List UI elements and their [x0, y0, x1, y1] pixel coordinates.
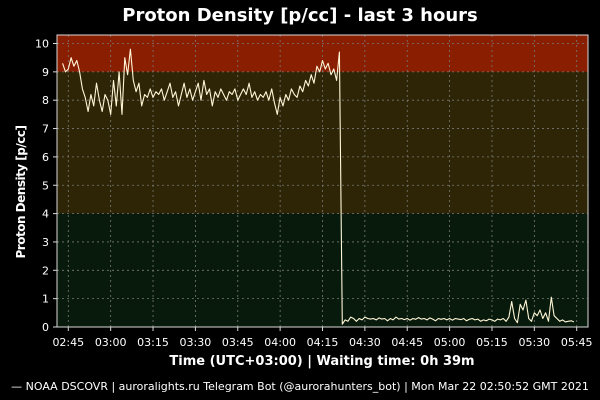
- x-tick-label-10: 05:15: [476, 336, 508, 349]
- x-tick-label-0: 02:45: [52, 336, 84, 349]
- x-tick-label-5: 04:00: [264, 336, 296, 349]
- series-line-0: [62, 48, 575, 325]
- grid-lines: [57, 35, 588, 328]
- x-tick-label-2: 03:15: [137, 336, 169, 349]
- footer-credits: — NOAA DSCOVR | auroralights.ru Telegram…: [11, 380, 589, 393]
- y-tick-label-1: 1: [42, 293, 49, 306]
- y-tick-label-0: 0: [42, 321, 49, 334]
- y-tick-label-8: 8: [42, 94, 49, 107]
- y-tick-label-6: 6: [42, 151, 49, 164]
- y-axis-label: Proton Density [p/cc]: [14, 126, 28, 259]
- x-tick-label-8: 04:45: [391, 336, 423, 349]
- y-tick-label-7: 7: [42, 123, 49, 136]
- x-axis: 02:45 03:00 03:15 03:30 03:45 04:00 04:15 04:30…: [52, 327, 593, 349]
- threshold-band-1: [57, 71, 588, 214]
- x-tick-label-7: 04:30: [349, 336, 381, 349]
- chart-title: Proton Density [p/cc] - last 3 hours: [122, 5, 477, 26]
- x-tick-label-6: 04:15: [307, 336, 339, 349]
- x-axis-label: Time (UTC+03:00) | Waiting time: 0h 39m: [169, 354, 474, 369]
- x-tick-label-11: 05:30: [518, 336, 550, 349]
- y-tick-label-2: 2: [42, 264, 49, 277]
- y-tick-label-4: 4: [42, 208, 49, 221]
- y-tick-label-10: 10: [35, 38, 49, 51]
- x-tick-label-9: 05:00: [434, 336, 466, 349]
- y-axis: 0 1 2 3 4 5 6 7 8 9 10: [35, 38, 57, 334]
- data-series: [62, 48, 575, 325]
- y-tick-label-9: 9: [42, 66, 49, 79]
- x-tick-label-12: 05:45: [561, 336, 593, 349]
- x-tick-label-3: 03:30: [180, 336, 212, 349]
- x-tick-label-4: 03:45: [222, 336, 254, 349]
- y-tick-label-3: 3: [42, 236, 49, 249]
- y-tick-label-5: 5: [42, 179, 49, 192]
- x-tick-label-1: 03:00: [95, 336, 127, 349]
